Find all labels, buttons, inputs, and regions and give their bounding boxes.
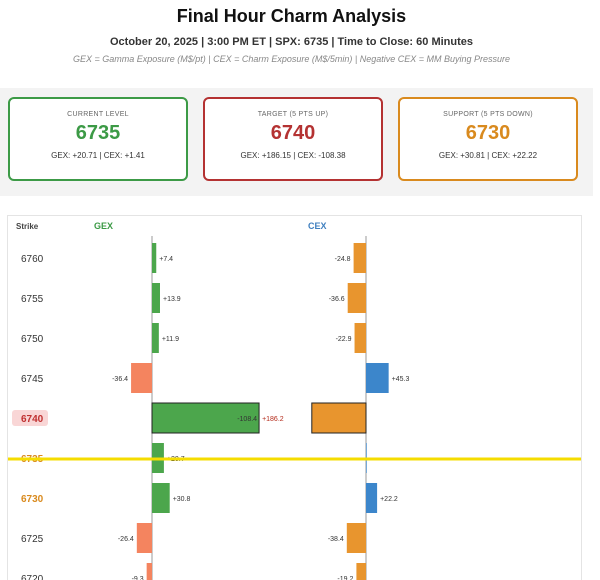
cex-column-header: CEX (308, 221, 327, 231)
gex-bar (152, 323, 159, 353)
gex-value-label: -36.4 (112, 376, 128, 383)
cex-value-label: -36.6 (329, 296, 345, 303)
cex-value-label: +22.2 (380, 496, 398, 503)
gex-value-label: -9.3 (132, 576, 144, 580)
strike-label: 6725 (21, 534, 44, 545)
strike-label: 6745 (21, 374, 44, 385)
cex-bar (356, 563, 366, 580)
gex-column-header: GEX (94, 221, 113, 231)
cex-bar (347, 283, 366, 313)
target-strike-highlight (12, 410, 48, 426)
gex-value-label: +13.9 (163, 296, 181, 303)
card-label: SUPPORT (5 PTS DOWN) (443, 111, 533, 118)
gex-value-label: -26.4 (118, 536, 134, 543)
cex-value-label: +45.3 (392, 376, 410, 383)
cex-bar (366, 483, 378, 513)
cex-value-label: -19.2 (337, 576, 353, 580)
cex-bar (353, 243, 366, 273)
gex-value-label: +30.8 (173, 496, 191, 503)
gex-bar (152, 283, 160, 313)
card-label: TARGET (5 PTS UP) (257, 111, 329, 118)
cex-bar (354, 323, 366, 353)
cex-value-label: -24.8 (335, 256, 351, 263)
cex-value-label: -38.4 (328, 536, 344, 543)
page-title: Final Hour Charm Analysis (176, 6, 407, 26)
strike-column-header: Strike (16, 222, 39, 231)
strike-chart-panel: Strike GEX CEX 6760 +7.4 -24.8 6755 +13.9 -36.6 6… (7, 215, 582, 580)
support-card: SUPPORT (5 PTS DOWN) 6730 GEX: +30.81 | … (398, 97, 578, 181)
strike-label: 6760 (21, 254, 44, 265)
card-detail: GEX: +20.71 | CEX: +1.41 (51, 151, 145, 160)
current-level-card: CURRENT LEVEL 6735 GEX: +20.71 | CEX: +1… (8, 97, 188, 181)
cex-value-label: -22.9 (336, 336, 352, 343)
card-detail: GEX: +186.15 | CEX: -108.38 (240, 151, 346, 160)
cex-bar (311, 402, 367, 434)
cex-bar (346, 523, 366, 553)
gex-bar (152, 483, 170, 513)
strike-label: 6720 (21, 574, 44, 580)
card-label: CURRENT LEVEL (67, 111, 129, 118)
gex-bar (151, 402, 260, 434)
gex-bar (146, 563, 152, 580)
target-card: TARGET (5 PTS UP) 6740 GEX: +186.15 | CE… (203, 97, 383, 181)
gex-bar (131, 363, 152, 393)
strike-label: 6740 (21, 414, 44, 425)
card-detail: GEX: +30.81 | CEX: +22.22 (438, 151, 538, 160)
cex-value-label: +186.2 (262, 416, 284, 423)
gex-value-label: +7.4 (159, 256, 173, 263)
cex-bar (366, 363, 389, 393)
definitions-note: GEX = Gamma Exposure (M$/pt) | CEX = Cha… (72, 54, 511, 64)
strike-exposure-chart: Strike GEX CEX 6760 +7.4 -24.8 6755 +13.9 -36.6 6… (8, 221, 581, 580)
card-value: 6730 (465, 122, 511, 144)
strike-label: 6755 (21, 294, 44, 305)
gex-value-label: +11.9 (162, 336, 179, 343)
gex-bar (136, 523, 152, 553)
gex-value-label: -108.4 (237, 416, 257, 423)
gex-bar (152, 243, 157, 273)
strike-label: 6730 (21, 494, 44, 505)
card-value: 6735 (75, 122, 121, 144)
strike-label: 6750 (21, 334, 44, 345)
page-subtitle: October 20, 2025 | 3:00 PM ET | SPX: 673… (110, 36, 473, 48)
card-value: 6740 (270, 122, 316, 144)
